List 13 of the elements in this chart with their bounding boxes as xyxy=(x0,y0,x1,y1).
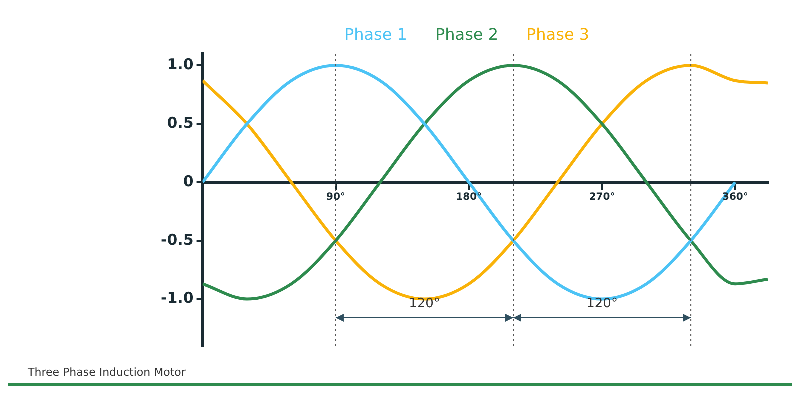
x-tick-label: 270° xyxy=(589,192,616,204)
y-tick-label: 0.5 xyxy=(167,114,194,132)
x-tick-label: 90° xyxy=(326,192,346,204)
annotation: 120° xyxy=(586,296,618,312)
annotation: 120° xyxy=(409,296,440,312)
y-tick-label: 0 xyxy=(183,172,194,190)
y-tick-label: 1.0 xyxy=(167,56,194,74)
series-label: Phase 1 xyxy=(344,25,408,44)
text: Phase 3 xyxy=(526,25,590,44)
y-tick-label: -1.0 xyxy=(160,289,194,308)
text: Three Phase Induction Motor xyxy=(8,358,792,386)
y-tick-label: -0.5 xyxy=(160,230,194,249)
series-label: Phase 2 xyxy=(435,25,499,44)
